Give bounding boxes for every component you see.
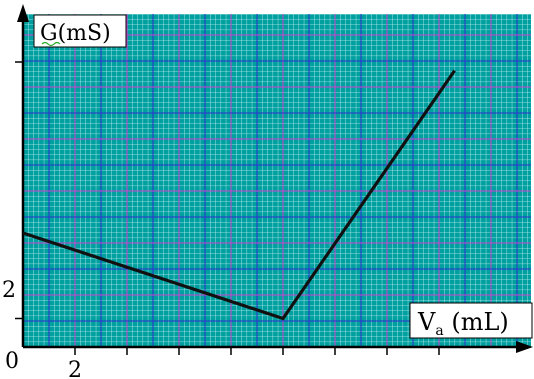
- x-axis-label-sub: a: [435, 323, 443, 339]
- x-axis-label-main: V: [417, 308, 436, 336]
- x-axis-arrow-icon: [516, 341, 533, 353]
- major-grid: [23, 14, 531, 347]
- y-axis-label-text: G(mS): [40, 21, 111, 46]
- y-tick-label: 2: [2, 278, 16, 303]
- spellcheck-underline: [41, 41, 61, 47]
- axis-ticks: [15, 61, 440, 355]
- x-tick-label: 2: [68, 358, 82, 379]
- origin-label: 0: [5, 349, 19, 374]
- conductance-curve: [22, 69, 456, 321]
- x-axis-label: Va (mL): [409, 302, 533, 339]
- y-axis-label: G(mS): [33, 14, 127, 48]
- svg-text:Va (mL): Va (mL): [417, 308, 509, 339]
- y-axis-arrow-icon: [17, 4, 29, 22]
- plot-area: [23, 14, 531, 347]
- x-axis-label-unit: (mL): [444, 308, 509, 336]
